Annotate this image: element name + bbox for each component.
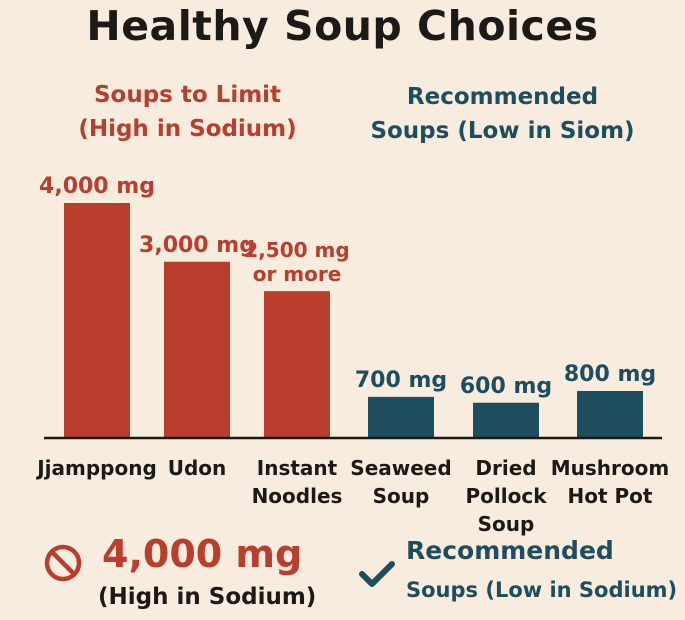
- category-label-1-0: Udon: [168, 456, 227, 480]
- no-entry-icon: [44, 544, 82, 582]
- category-label-2-1: Noodles: [252, 484, 343, 508]
- recommended-footer-line1: Recommended: [406, 536, 614, 565]
- category-label-4-2: Soup: [478, 512, 535, 536]
- bar-2: [264, 291, 330, 438]
- bar-1: [164, 261, 230, 438]
- category-label-5-0: Mushroom: [551, 456, 669, 480]
- bar-5: [577, 391, 643, 438]
- recommended-heading-line1: Recommended: [406, 84, 599, 110]
- recommended-group-heading: Recommended Soups (Low in Siom): [360, 80, 645, 148]
- data-label-3-0: 700 mg: [355, 368, 447, 393]
- data-label-0-0: 4,000 mg: [39, 174, 155, 199]
- data-label-1-0: 3,000 mg: [139, 233, 255, 258]
- data-label-5-0: 800 mg: [564, 362, 656, 387]
- category-label-0-0: Jjamppong: [35, 456, 157, 480]
- category-label-5-1: Hot Pot: [568, 484, 653, 508]
- bar-3: [368, 396, 434, 438]
- data-label-2-1: or more: [253, 262, 342, 286]
- limit-group-heading: Soups to Limit (High in Sodium): [40, 78, 335, 146]
- category-label-4-1: Pollock: [465, 484, 547, 508]
- limit-heading-line2: (High in Sodium): [78, 116, 297, 142]
- bar-4: [473, 402, 539, 438]
- checkmark-icon: [359, 561, 395, 587]
- limit-heading-line1: Soups to Limit: [93, 82, 282, 108]
- category-label-4-0: Dried: [475, 456, 536, 480]
- category-label-3-0: Seaweed: [350, 456, 451, 480]
- bar-0: [64, 203, 130, 438]
- category-label-3-1: Soup: [373, 484, 430, 508]
- limit-footer-note: (High in Sodium): [98, 584, 317, 610]
- recommended-heading-line2: Soups (Low in Siom): [370, 118, 635, 144]
- data-label-2-0: 2,500 mg: [244, 238, 349, 262]
- data-label-4-0: 600 mg: [460, 374, 552, 399]
- chart-title: Healthy Soup Choices: [86, 2, 599, 50]
- recommended-footer-line2: Soups (Low in Sodium): [406, 578, 678, 602]
- category-label-2-0: Instant: [257, 456, 338, 480]
- limit-footer-value: 4,000 mg: [102, 532, 303, 576]
